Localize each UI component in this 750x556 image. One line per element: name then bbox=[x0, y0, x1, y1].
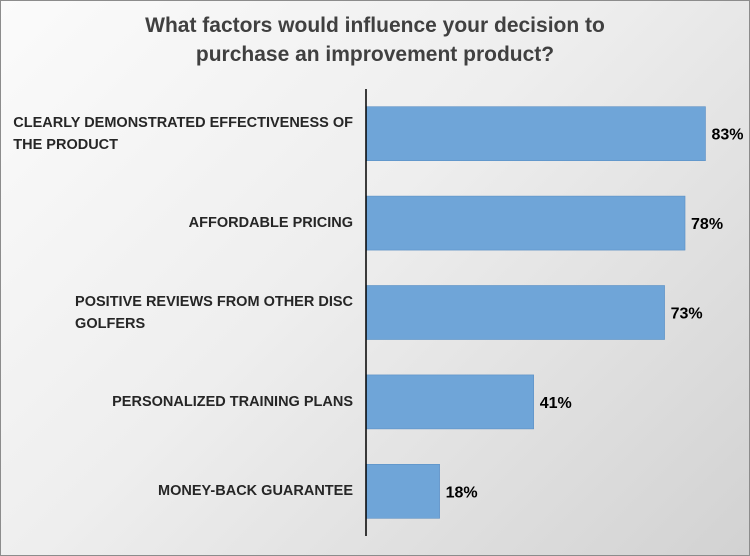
category-label-3-line-2: GOLFERS bbox=[75, 315, 146, 332]
category-label-1-line-1: CLEARLY DEMONSTRATED EFFECTIVENESS OF bbox=[13, 114, 353, 131]
chart-title: What factors would influence your decisi… bbox=[1, 11, 749, 69]
data-label-3: 73% bbox=[671, 306, 703, 323]
data-label-1: 83% bbox=[711, 127, 743, 144]
data-label-4: 41% bbox=[540, 395, 572, 412]
bar-2 bbox=[365, 195, 686, 251]
category-label-1-line-2: THE PRODUCT bbox=[13, 136, 119, 153]
bar-1 bbox=[365, 106, 706, 161]
category-label-2: AFFORDABLE PRICING bbox=[3, 193, 353, 253]
category-label-1: CLEARLY DEMONSTRATED EFFECTIVENESS OF THE… bbox=[3, 104, 353, 164]
chart-title-line-2: purchase an improvement product? bbox=[195, 43, 555, 66]
bar-3 bbox=[365, 285, 665, 340]
category-label-5: MONEY-BACK GUARANTEE bbox=[3, 461, 353, 521]
category-label-4-line-1: PERSONALIZED TRAINING PLANS bbox=[112, 393, 353, 410]
category-label-2-line-1: AFFORDABLE PRICING bbox=[188, 215, 353, 232]
chart-title-line-1: What factors would influence your decisi… bbox=[145, 14, 605, 37]
bar-5 bbox=[365, 463, 440, 519]
category-label-4: PERSONALIZED TRAINING PLANS bbox=[3, 372, 353, 432]
category-label-3-line-1: POSITIVE REVIEWS FROM OTHER DISC bbox=[75, 293, 353, 310]
data-label-5: 18% bbox=[446, 484, 478, 501]
category-label-5-line-1: MONEY-BACK GUARANTEE bbox=[158, 483, 353, 500]
data-label-2: 78% bbox=[691, 216, 723, 233]
bar-4 bbox=[365, 374, 534, 430]
category-label-3: POSITIVE REVIEWS FROM OTHER DISC GOLFERS bbox=[3, 283, 353, 343]
